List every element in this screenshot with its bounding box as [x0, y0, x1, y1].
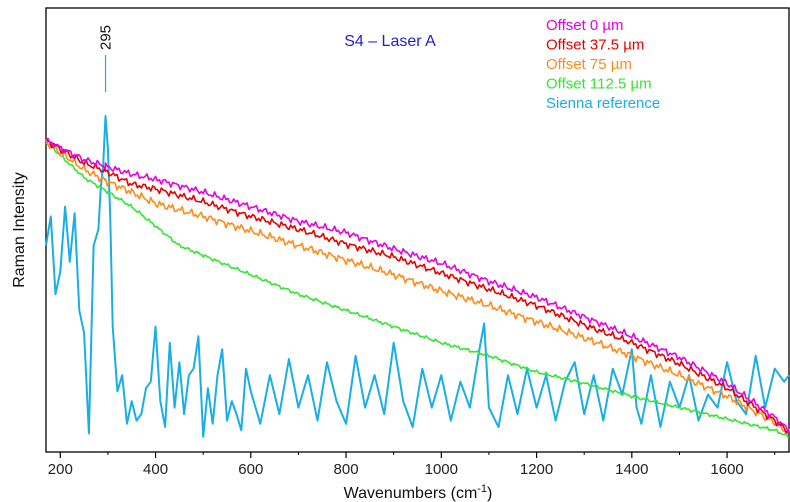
- x-tick-label-1000: 1000: [425, 461, 458, 478]
- x-tick-label-200: 200: [48, 461, 73, 478]
- x-axis-label-close: ): [487, 485, 492, 502]
- x-tick-label-1400: 1400: [615, 461, 648, 478]
- series-line-2: [45, 139, 790, 435]
- legend-entry-1: Offset 37.5 µm: [546, 37, 644, 54]
- series-line-4: [45, 115, 790, 438]
- x-axis-label: Wavenumbers (cm-1): [344, 483, 493, 502]
- x-tick-label-400: 400: [143, 461, 168, 478]
- legend-entry-3: Offset 112.5 µm: [546, 76, 652, 93]
- legend-entry-4: Sienna reference: [546, 95, 660, 112]
- x-tick-label-800: 800: [334, 461, 359, 478]
- series-line-1: [45, 138, 790, 434]
- legend-entry-0: Offset 0 µm: [546, 17, 624, 34]
- chart-title: S4 – Laser A: [344, 33, 436, 50]
- peak-annotation: 295: [98, 25, 115, 92]
- x-axis-label-sup: -1: [477, 483, 487, 495]
- series-layer: [45, 115, 790, 438]
- y-axis-label: Raman Intensity: [11, 172, 28, 288]
- x-axis-label-main: Wavenumbers (cm: [344, 485, 478, 502]
- series-line-0: [45, 137, 790, 434]
- plot-frame: [45, 7, 790, 453]
- legend: Offset 0 µm Offset 37.5 µm Offset 75 µm Off…: [546, 17, 660, 112]
- x-tick-label-1600: 1600: [710, 461, 743, 478]
- peak-label: 295: [98, 25, 115, 50]
- x-ticks: 200 400 600 800 1000 1200 1400 1600: [48, 452, 776, 478]
- x-tick-label-1200: 1200: [520, 461, 553, 478]
- series-line-3: [45, 142, 790, 438]
- x-tick-label-600: 600: [238, 461, 263, 478]
- legend-entry-2: Offset 75 µm: [546, 56, 632, 73]
